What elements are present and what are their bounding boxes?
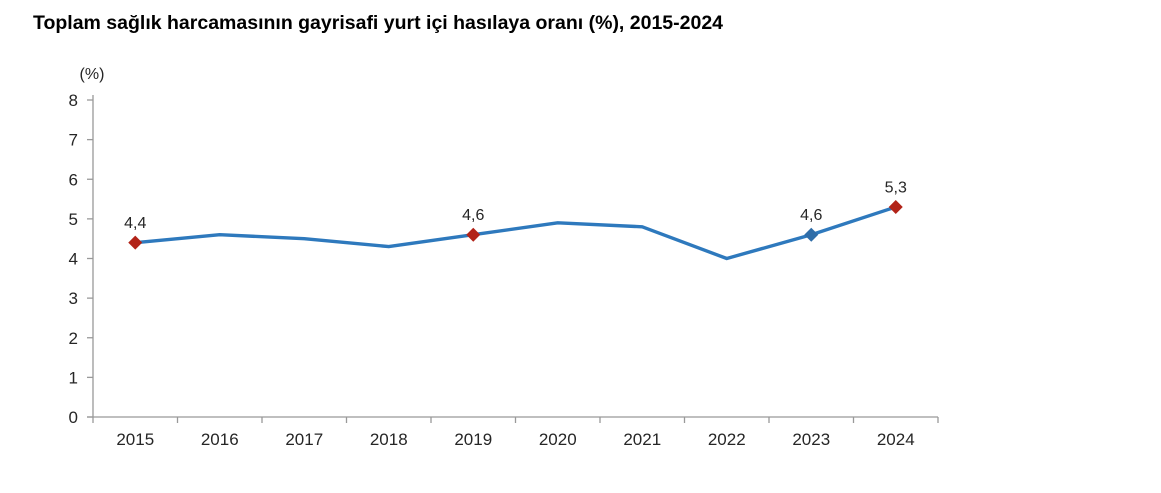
y-tick-label: 6 <box>69 170 78 189</box>
x-tick-label: 2019 <box>454 430 492 449</box>
x-tick-label: 2024 <box>877 430 915 449</box>
data-label-2019: 4,6 <box>462 207 484 224</box>
data-marker-2024 <box>888 199 903 214</box>
data-marker-2023 <box>804 227 819 242</box>
y-tick-label: 2 <box>69 329 78 348</box>
y-tick-label: 3 <box>69 289 78 308</box>
data-label-2024: 5,3 <box>885 179 907 196</box>
data-marker-2015 <box>128 235 143 250</box>
y-tick-label: 5 <box>69 210 78 229</box>
x-tick-label: 2020 <box>539 430 577 449</box>
data-label-2015: 4,4 <box>124 215 146 232</box>
y-tick-label: 7 <box>69 131 78 150</box>
data-label-2023: 4,6 <box>800 207 822 224</box>
x-tick-label: 2021 <box>623 430 661 449</box>
x-tick-label: 2015 <box>116 430 154 449</box>
chart-title: Toplam sağlık harcamasının gayrisafi yur… <box>33 12 724 34</box>
x-tick-label: 2023 <box>792 430 830 449</box>
data-marker-2019 <box>466 227 481 242</box>
x-tick-label: 2022 <box>708 430 746 449</box>
x-tick-label: 2017 <box>285 430 323 449</box>
x-tick-label: 2016 <box>201 430 239 449</box>
y-tick-label: 1 <box>69 368 78 387</box>
y-axis-unit-label: (%) <box>80 66 105 83</box>
y-tick-label: 0 <box>69 408 78 427</box>
series-line <box>133 205 898 261</box>
x-tick-label: 2018 <box>370 430 408 449</box>
y-tick-label: 4 <box>69 250 78 269</box>
y-tick-label: 8 <box>69 91 78 110</box>
